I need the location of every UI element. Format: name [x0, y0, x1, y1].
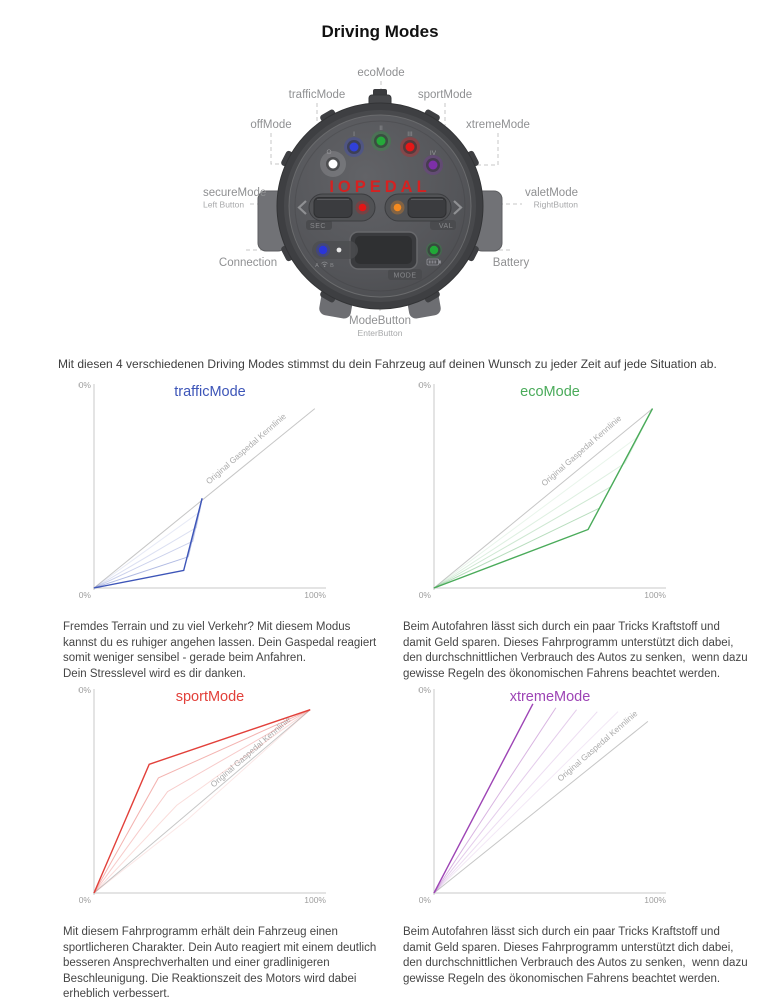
- callout-securemode: secureMode: [203, 187, 266, 199]
- svg-text:IV: IV: [430, 150, 437, 157]
- svg-text:0%: 0%: [419, 895, 432, 905]
- chart-ecomode: Original Gaspedal Kennlinie ecoMode 100% 0%…: [418, 380, 666, 600]
- mode-button-group: MODE: [349, 231, 422, 280]
- sec-led: [358, 203, 367, 212]
- callout-battery: Battery: [493, 257, 530, 269]
- svg-text:Original Gaspedal Kennlinie: Original Gaspedal Kennlinie: [555, 708, 639, 783]
- iopedal-logo: IOPEDAL: [329, 178, 430, 196]
- sportmode-description: Mit diesem Fahrprogramm erhält dein Fahr…: [63, 926, 377, 1000]
- page-title: Driving Modes: [321, 22, 439, 41]
- svg-text:100%: 100%: [78, 380, 91, 390]
- battery-led: [429, 245, 439, 255]
- callout-modebutton-sub: EnterButton: [358, 328, 403, 338]
- svg-text:II: II: [379, 125, 383, 132]
- mode-block-eco: Original Gaspedal Kennlinie ecoMode 100% 0%…: [398, 378, 748, 682]
- svg-text:100%: 100%: [78, 685, 91, 695]
- svg-text:100%: 100%: [644, 895, 666, 905]
- trafficmode-led: I: [344, 131, 364, 157]
- svg-text:MODE: MODE: [394, 273, 417, 280]
- callout-offmode: offMode: [250, 119, 291, 131]
- chart-sportmode: Original Gaspedal Kennlinie sportMode 100%…: [78, 685, 326, 905]
- svg-text:sportMode: sportMode: [176, 689, 245, 705]
- trafficmode-description: Fremdes Terrain und zu viel Verkehr? Mit…: [63, 621, 377, 680]
- svg-text:Original Gaspedal Kennlinie: Original Gaspedal Kennlinie: [208, 714, 292, 789]
- xtrememode-description: Beim Autofahren lässt sich durch ein paa…: [403, 926, 748, 985]
- battery-led-group: [426, 242, 442, 266]
- val-button: [407, 197, 447, 218]
- svg-text:VAL: VAL: [439, 223, 453, 230]
- ecomode-led: II: [371, 125, 391, 151]
- callout-sportmode: sportMode: [418, 89, 472, 101]
- connection-led-group: A B: [312, 241, 358, 269]
- svg-text:0%: 0%: [419, 590, 432, 600]
- svg-text:trafficMode: trafficMode: [174, 384, 245, 400]
- svg-text:Original Gaspedal Kennlinie: Original Gaspedal Kennlinie: [539, 413, 623, 488]
- callout-ecomode: ecoMode: [357, 67, 404, 79]
- intro-text: Mit diesen 4 verschiedenen Driving Modes…: [58, 357, 717, 371]
- svg-text:I: I: [353, 131, 355, 138]
- val-led: [393, 203, 402, 212]
- svg-text:0%: 0%: [79, 895, 92, 905]
- right-chevron-icon: [453, 200, 463, 215]
- callout-connection: Connection: [219, 257, 277, 269]
- svg-text:A: A: [315, 263, 319, 269]
- xtrememode-led: IV: [423, 150, 443, 175]
- mode-block-traffic: Original Gaspedal Kennlinie trafficMode 10…: [58, 378, 403, 682]
- left-chevron-icon: [297, 200, 307, 215]
- battery-icon: [426, 258, 441, 266]
- mode-block-sport: Original Gaspedal Kennlinie sportMode 100%…: [58, 683, 403, 1003]
- val-button-group: VAL: [384, 193, 463, 230]
- svg-text:100%: 100%: [418, 685, 431, 695]
- callout-securemode-sub: Left Button: [203, 200, 244, 210]
- wifi-icon: [321, 261, 328, 266]
- svg-text:100%: 100%: [304, 895, 326, 905]
- svg-text:B: B: [330, 263, 334, 269]
- sec-button: [313, 197, 353, 218]
- svg-text:xtremeMode: xtremeMode: [510, 689, 591, 705]
- chart-trafficmode: Original Gaspedal Kennlinie trafficMode 10…: [78, 380, 326, 600]
- mode-block-xtreme: Original Gaspedal Kennlinie xtremeMode 100…: [398, 683, 748, 987]
- sportmode-led: III: [400, 131, 420, 157]
- callout-xtrememode: xtremeMode: [466, 119, 530, 131]
- callout-modebutton: ModeButton: [349, 315, 411, 327]
- svg-text:100%: 100%: [644, 590, 666, 600]
- ecomode-description: Beim Autofahren lässt sich durch ein paa…: [403, 621, 748, 680]
- callout-valetmode-sub: RightButton: [534, 200, 579, 210]
- device-figure: O I II III IV IOPEDAL: [203, 67, 579, 338]
- svg-text:III: III: [407, 131, 413, 138]
- svg-text:0%: 0%: [79, 590, 92, 600]
- svg-text:SEC: SEC: [310, 223, 326, 230]
- chart-xtrememode: Original Gaspedal Kennlinie xtremeMode 100…: [418, 685, 666, 905]
- connection-led: [318, 245, 328, 255]
- callout-valetmode: valetMode: [525, 187, 578, 199]
- iopedal-device: O I II III IV IOPEDAL: [257, 89, 503, 319]
- svg-text:100%: 100%: [418, 380, 431, 390]
- svg-text:O: O: [326, 149, 331, 156]
- svg-text:100%: 100%: [304, 590, 326, 600]
- svg-text:ecoMode: ecoMode: [520, 384, 580, 400]
- sec-button-group: SEC: [297, 193, 376, 230]
- offmode-led: O: [320, 149, 346, 177]
- svg-text:Original Gaspedal Kennlinie: Original Gaspedal Kennlinie: [204, 411, 288, 486]
- callout-trafficmode: trafficMode: [289, 89, 346, 101]
